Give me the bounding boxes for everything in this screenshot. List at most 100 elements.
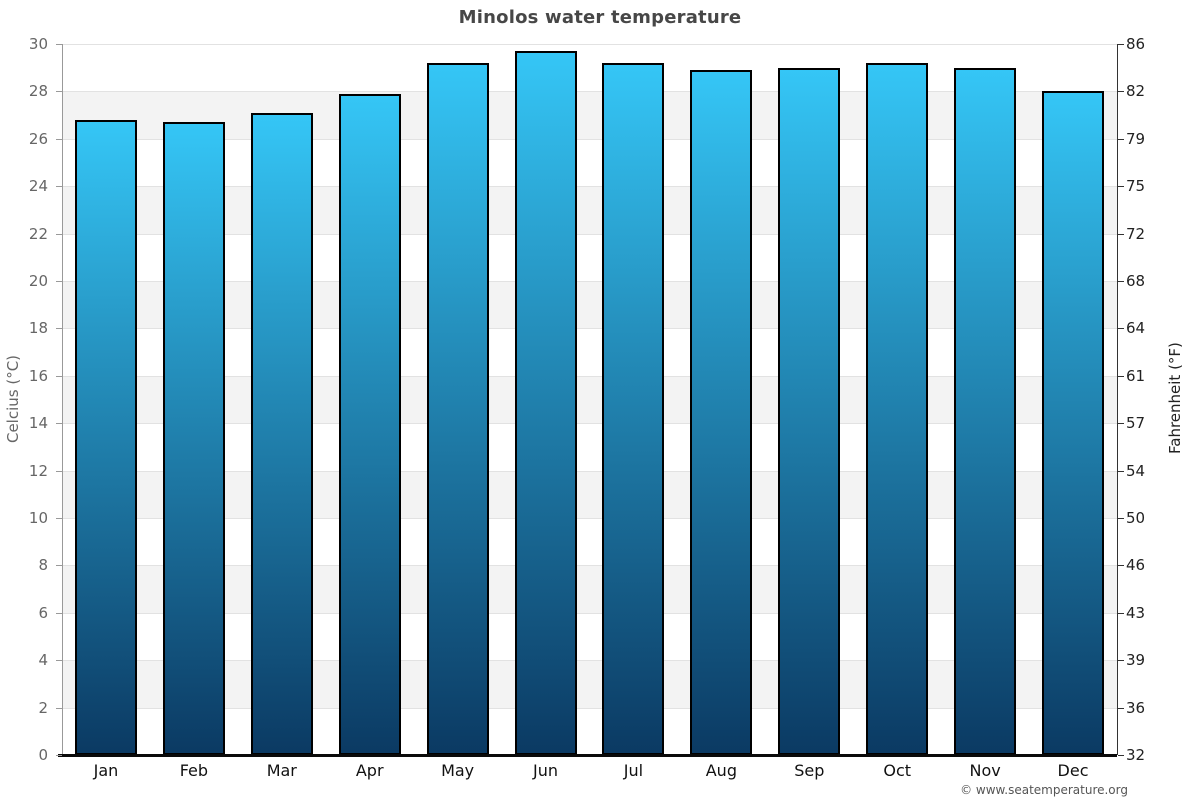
y-tick-right: 39 <box>1126 651 1146 670</box>
gridline <box>62 470 1117 472</box>
y-tickmark-left <box>56 707 62 709</box>
y-tick-right: 72 <box>1126 224 1146 243</box>
y-tickmark-left <box>56 186 62 188</box>
y-tick-left: 10 <box>28 509 48 527</box>
y-tick-right: 82 <box>1126 82 1146 101</box>
y-tick-right: 61 <box>1126 366 1146 385</box>
y-tickmark-right <box>1118 44 1124 45</box>
y-tick-right: 50 <box>1126 509 1146 527</box>
y-tickmark-left <box>56 612 62 614</box>
chart-title: Minolos water temperature <box>458 7 742 28</box>
grid-band <box>62 186 1117 234</box>
bar-jun <box>514 51 577 755</box>
gridline <box>62 233 1117 235</box>
x-tick-oct: Oct <box>883 761 912 780</box>
bar-sep <box>778 67 841 755</box>
y-tick-right: 43 <box>1126 603 1146 622</box>
gridline <box>62 707 1117 709</box>
gridline <box>62 660 1117 662</box>
bar-jan <box>74 119 137 755</box>
x-tick-sep: Sep <box>794 761 825 780</box>
gridline <box>62 518 1117 519</box>
y-tick-right: 36 <box>1126 698 1146 717</box>
x-tick-feb: Feb <box>179 761 209 780</box>
y-tickmark-right <box>1118 518 1124 519</box>
y-tickmark-right <box>1118 565 1124 567</box>
copyright-credit: © www.seatemperature.org <box>960 783 1128 797</box>
x-tick-dec: Dec <box>1057 761 1089 780</box>
y-tick-left: 2 <box>38 698 48 717</box>
bar-aug <box>690 70 753 755</box>
bar-jul <box>602 62 665 755</box>
y-tick-left: 6 <box>38 603 48 622</box>
y-tick-right: 64 <box>1126 319 1146 338</box>
y-tickmark-left <box>56 518 62 519</box>
x-tick-mar: Mar <box>266 761 297 780</box>
bar-apr <box>338 93 401 755</box>
gridline <box>62 281 1117 282</box>
y-tick-left: 24 <box>28 177 48 196</box>
y-tickmark-right <box>1118 91 1124 93</box>
y-tick-left: 14 <box>28 414 48 433</box>
y-tickmark-left <box>56 138 62 140</box>
y-tickmark-right <box>1118 328 1124 330</box>
y-tickmark-right <box>1118 660 1124 662</box>
x-tick-nov: Nov <box>969 761 1001 780</box>
y-tick-right: 32 <box>1126 746 1146 764</box>
y-tick-right: 75 <box>1126 177 1146 196</box>
y-tickmark-right <box>1118 138 1124 140</box>
bar-mar <box>250 112 313 755</box>
y-axis-label-fahrenheit: Fahrenheit (°F) <box>1166 342 1184 454</box>
x-tick-may: May <box>441 761 475 780</box>
y-tick-right: 79 <box>1126 129 1146 148</box>
y-tickmark-right <box>1118 375 1124 377</box>
y-tick-left: 4 <box>38 651 48 670</box>
y-tickmark-left <box>56 233 62 235</box>
gridline <box>62 44 1117 45</box>
y-tick-left: 0 <box>38 746 48 764</box>
gridline <box>62 138 1117 140</box>
bar-nov <box>954 67 1017 755</box>
gridline <box>62 91 1117 93</box>
gridline <box>62 375 1117 377</box>
y-tickmark-right <box>1118 281 1124 282</box>
y-tick-right: 68 <box>1126 272 1146 290</box>
bar-oct <box>866 62 929 755</box>
y-tick-left: 22 <box>28 224 48 243</box>
y-tick-left: 12 <box>28 461 48 480</box>
y-tickmark-left <box>56 281 62 282</box>
y-tickmark-right <box>1118 233 1124 235</box>
y-axis-line-right <box>1117 44 1118 755</box>
grid-band <box>62 470 1117 518</box>
y-tickmark-left <box>56 423 62 425</box>
y-axis-line-left <box>62 44 63 755</box>
y-tickmark-right <box>1118 612 1124 614</box>
y-tickmark-left <box>56 565 62 567</box>
y-tickmark-left <box>56 375 62 377</box>
x-tick-jul: Jul <box>623 761 644 780</box>
y-tick-left: 8 <box>38 556 48 575</box>
bar-may <box>426 62 489 755</box>
x-tick-aug: Aug <box>705 761 737 780</box>
y-tick-right: 54 <box>1126 461 1146 480</box>
y-tick-left: 28 <box>28 82 48 101</box>
x-tick-apr: Apr <box>355 761 384 780</box>
y-tick-left: 16 <box>28 366 48 385</box>
y-tickmark-right <box>1118 423 1124 425</box>
y-tick-right: 86 <box>1126 35 1146 53</box>
y-tick-left: 30 <box>28 35 48 53</box>
bar-feb <box>162 122 225 755</box>
x-axis-line <box>58 754 1117 757</box>
y-tickmark-left <box>56 91 62 93</box>
grid-band <box>62 281 1117 329</box>
y-tickmark-right <box>1118 707 1124 709</box>
bar-dec <box>1042 91 1105 755</box>
gridline <box>62 186 1117 188</box>
gridline <box>62 423 1117 425</box>
y-tick-left: 26 <box>28 129 48 148</box>
y-tickmark-left <box>56 660 62 662</box>
x-tick-jun: Jun <box>533 761 559 780</box>
y-tickmark-left <box>56 328 62 330</box>
